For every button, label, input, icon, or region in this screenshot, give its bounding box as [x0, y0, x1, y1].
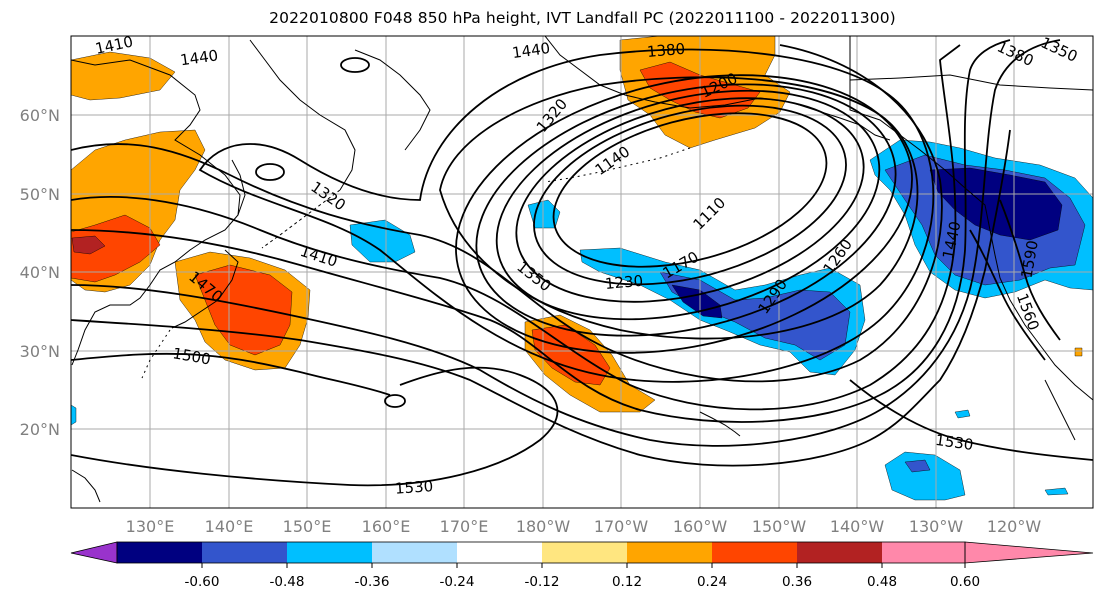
lon-label-180w: 180°W	[516, 517, 571, 536]
colorbar-segment	[542, 542, 627, 563]
contour-1410	[71, 39, 1011, 423]
map-area: 1410 1440 1440 1380 1380 1350 1320 1200 …	[71, 36, 1093, 508]
contour-1230	[475, 83, 897, 337]
contour-1170	[515, 97, 865, 303]
contour-1350	[71, 44, 943, 383]
colorbar-segment	[627, 542, 712, 563]
coastlines	[71, 36, 1093, 503]
coast-alaska	[544, 36, 891, 141]
contour-1140	[533, 104, 847, 286]
contour-1110	[552, 112, 828, 268]
contour-1290	[439, 76, 919, 340]
neg-anomaly-hawaii-east	[884, 451, 966, 501]
contour-1470	[71, 129, 1011, 467]
colorbar-tick-label: 0.36	[782, 574, 812, 590]
colorbar-extend-low	[70, 541, 118, 564]
contour-1500	[71, 352, 391, 396]
lon-label-150e: 150°E	[283, 517, 332, 536]
coast-asia	[71, 59, 241, 366]
coast-baja	[1044, 379, 1076, 441]
contour-label: 1230	[604, 272, 644, 293]
coast-hawaii	[699, 411, 741, 437]
coast-west-islands	[71, 469, 101, 503]
colorbar-tick-label: 0.24	[697, 574, 727, 590]
neg-anomaly-west-edge	[71, 404, 77, 426]
contour-closed-bering	[340, 57, 370, 73]
lon-label-140w: 140°W	[830, 517, 885, 536]
contour-1530-east	[849, 379, 1093, 461]
colorbar: -0.60 -0.48 -0.36 -0.24 -0.12 0.12 0.24 …	[70, 541, 1094, 590]
contour-1320	[198, 48, 935, 383]
lon-label-170e: 170°E	[440, 517, 489, 536]
lat-label-40n: 40°N	[20, 263, 60, 282]
colorbar-segment	[457, 542, 542, 563]
longitude-labels: 130°E 140°E 150°E 160°E 170°E 180°W 170°…	[126, 517, 1042, 536]
colorbar-tick-label: -0.36	[355, 574, 390, 590]
contour-1200	[495, 89, 881, 321]
lon-label-160e: 160°E	[362, 517, 411, 536]
contour-1260	[455, 74, 913, 354]
lon-label-130e: 130°E	[126, 517, 175, 536]
pos-anomaly-kamchatka	[71, 51, 176, 101]
contour-1530	[71, 366, 559, 487]
lat-label-20n: 20°N	[20, 420, 60, 439]
lon-label-140e: 140°E	[205, 517, 254, 536]
contour-1380	[71, 44, 961, 411]
lon-label-120w: 120°W	[987, 517, 1042, 536]
neg-anomaly-hawaii-east-mid	[904, 459, 931, 473]
colorbar-tick-label: 0.60	[950, 574, 980, 590]
colorbar-segment	[882, 542, 965, 563]
colorbar-tick-label: -0.12	[525, 574, 560, 590]
colorbar-tick-labels: -0.60 -0.48 -0.36 -0.24 -0.12 0.12 0.24 …	[185, 574, 981, 590]
colorbar-tick-label: -0.48	[270, 574, 305, 590]
colorbar-segment	[797, 542, 882, 563]
colorbar-extend-high	[964, 541, 1094, 564]
colorbar-tick-label: -0.60	[185, 574, 220, 590]
colorbar-segment	[117, 542, 202, 563]
contour-1440	[71, 39, 1061, 447]
lon-label-130w: 130°W	[909, 517, 964, 536]
latitude-labels: 60°N 50°N 40°N 30°N 20°N	[20, 106, 60, 439]
pos-anomaly-small-1	[1074, 347, 1083, 357]
coast-sakhalin	[231, 159, 246, 216]
ivt-shading	[71, 36, 1093, 501]
lon-label-150w: 150°W	[752, 517, 807, 536]
colorbar-tick-label: -0.24	[440, 574, 475, 590]
neg-anomaly-small-2	[1044, 487, 1069, 496]
contour-label: 1530	[934, 431, 974, 454]
lon-label-160w: 160°W	[673, 517, 728, 536]
lat-label-60n: 60°N	[20, 106, 60, 125]
contour-closed-siberia	[255, 163, 285, 181]
colorbar-segment	[712, 542, 797, 563]
contour-label: 1530	[394, 477, 433, 498]
coast-canada-inland	[849, 74, 1093, 91]
colorbar-segment	[372, 542, 457, 563]
height-contours	[71, 39, 1093, 487]
coast-bering	[354, 49, 431, 151]
lat-label-30n: 30°N	[20, 342, 60, 361]
colorbar-segment	[202, 542, 287, 563]
colorbar-segment	[287, 542, 372, 563]
contour-1590	[999, 199, 1061, 341]
map-frame	[70, 35, 1094, 509]
graticule-lines	[71, 36, 1093, 508]
neg-anomaly-small-1	[954, 409, 971, 419]
lat-label-50n: 50°N	[20, 185, 60, 204]
colorbar-tick-label: 0.48	[867, 574, 897, 590]
pos-anomaly-siberia-max	[71, 235, 106, 255]
colorbar-tick-label: 0.12	[612, 574, 642, 590]
contour-label: 1440	[511, 39, 551, 62]
coast-kamchatka	[249, 39, 356, 191]
colorbar-outline	[116, 541, 966, 564]
contour-1560	[969, 229, 1046, 361]
coast-kuril	[261, 189, 341, 249]
colorbar-ticks	[201, 563, 966, 568]
lon-label-170w: 170°W	[594, 517, 649, 536]
contour-closed-pacific	[384, 394, 406, 408]
contour-label: 1440	[179, 46, 219, 69]
map-title: 2022010800 F048 850 hPa height, IVT Land…	[269, 9, 896, 27]
contour-label: 1380	[646, 40, 686, 61]
